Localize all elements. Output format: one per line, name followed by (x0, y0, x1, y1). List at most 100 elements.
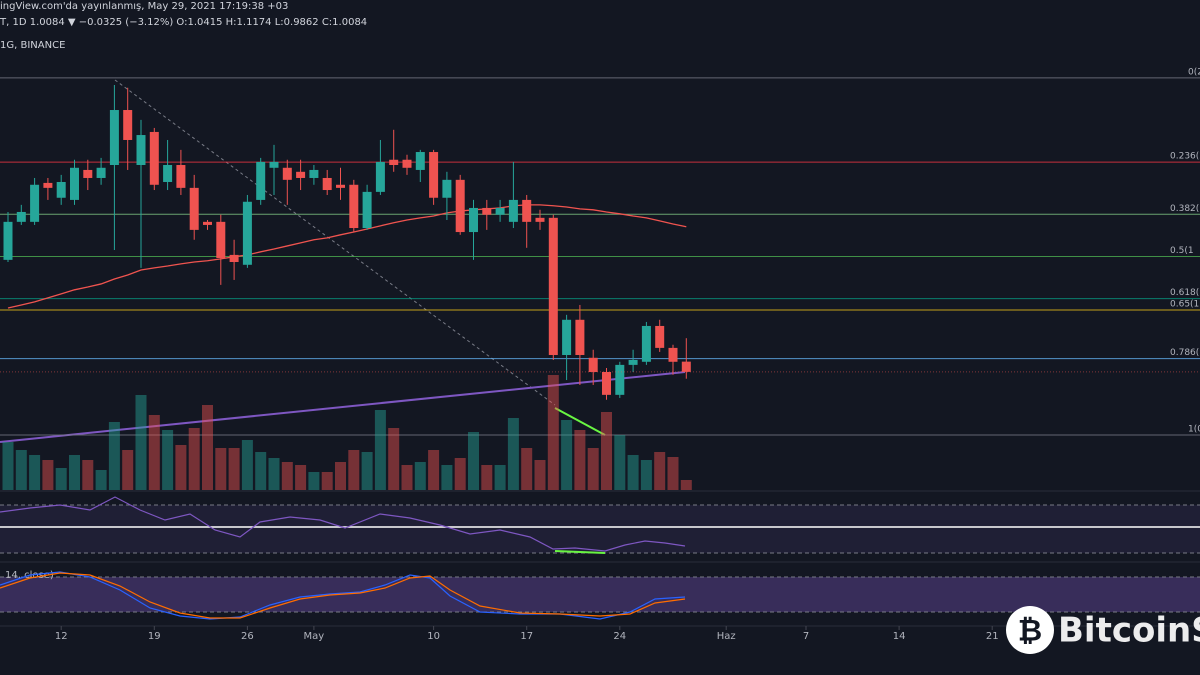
x-tick-label: 12 (55, 631, 68, 642)
volume-bar (268, 458, 280, 490)
candle-body (575, 319, 585, 355)
candle-body (442, 179, 452, 198)
volume-bar (2, 442, 14, 490)
candle-body (30, 184, 40, 222)
volume-bar (175, 445, 187, 490)
x-tick-label: 19 (148, 631, 161, 642)
svg-text:₿: ₿ (1018, 614, 1042, 649)
candle-body (163, 165, 173, 182)
volume-bar (255, 452, 267, 490)
volume-bar (428, 450, 440, 490)
candle-body (349, 184, 359, 229)
symbol-info: 1G, BINANCE (0, 40, 65, 51)
dashed-trendline (114, 79, 556, 406)
candle-body (522, 199, 532, 222)
candle-body (96, 167, 106, 178)
candle-body (548, 217, 558, 355)
candle-body (123, 110, 133, 140)
candle-body (482, 207, 492, 215)
candle-body (389, 159, 399, 166)
volume-bar (42, 460, 54, 490)
volume-bar (228, 448, 240, 490)
stoch-band (0, 577, 1200, 612)
x-tick-label: 7 (803, 631, 809, 642)
candle-body (176, 165, 186, 188)
candle-body (336, 184, 345, 188)
candle-body (641, 325, 651, 362)
candle-body (3, 221, 13, 260)
candle-body (508, 199, 518, 222)
candle-body (56, 181, 66, 198)
volume-bar (614, 435, 626, 490)
volume-bar (587, 448, 599, 490)
volume-bar (414, 462, 426, 490)
volume-bar (108, 422, 120, 490)
volume-bar (574, 430, 586, 490)
x-tick-label: 21 (986, 631, 999, 642)
fib-label: 0.65(1 (1170, 300, 1199, 310)
candle-body (402, 159, 412, 168)
candle-body (495, 207, 505, 215)
candle-body (615, 364, 625, 395)
candle-body (216, 221, 226, 258)
candle-body (16, 211, 26, 222)
volume-bar (321, 472, 333, 490)
candle-body (362, 191, 372, 229)
candle-body (269, 161, 279, 168)
volume-bar (281, 462, 293, 490)
volume-bar (82, 460, 94, 490)
candle-body (189, 187, 199, 230)
volume-bar (374, 410, 386, 490)
plot: 0(2 0.236(2 0.382(1 0.5(1 0.618(1 0.65(1 0.786… (0, 67, 1200, 642)
volume-bar (521, 448, 533, 490)
volume-bar (55, 468, 67, 490)
volume-bar (348, 450, 360, 490)
fib-label: 1(0 (1188, 425, 1200, 435)
volume-bar (295, 465, 307, 490)
candle-body (109, 110, 119, 166)
volume-bar (69, 455, 80, 490)
volume-bar (507, 418, 519, 490)
candle-body (469, 207, 478, 233)
volume-bar (215, 448, 227, 490)
volume-bar (640, 460, 652, 490)
candle-body (70, 167, 79, 200)
volume-bar (561, 420, 573, 490)
candle-body (229, 254, 239, 263)
rsi-line (0, 496, 686, 552)
volume-bar (95, 470, 107, 490)
candle-body (602, 371, 611, 395)
volume-bar (122, 450, 134, 490)
candle-body (455, 179, 465, 233)
volume-bar (241, 440, 253, 490)
candle-body (83, 169, 93, 178)
x-tick-label: 14 (893, 631, 906, 642)
header-ohlc: T, 1D 1.0084 ▼ −0.0325 (−3.12%) O:1.0415… (0, 17, 367, 28)
fib-label: 0.382(1 (1170, 204, 1200, 214)
volume-bar (335, 462, 346, 490)
candle-body (628, 359, 638, 365)
volume-bar (361, 452, 373, 490)
moving-average (7, 204, 687, 309)
rsi-band (0, 505, 1200, 553)
fib-label: 0.618(1 (1170, 288, 1200, 298)
candle-body (203, 221, 212, 225)
candle-body (588, 357, 598, 372)
candle-body (43, 182, 53, 188)
x-tick-label: Haz (717, 631, 736, 642)
volume-bar (534, 460, 546, 490)
header-line: ingView.com'da yayınlanmış, May 29, 2021… (0, 1, 288, 12)
volume-bar (388, 428, 400, 490)
volume-bar (654, 452, 666, 490)
candle-body (136, 135, 146, 166)
fib-label: 0(2 (1188, 67, 1200, 77)
candle-body (375, 161, 385, 192)
candle-body (322, 177, 332, 191)
watermark-logo: ₿ (1006, 606, 1054, 654)
volume-bar (188, 428, 200, 490)
volume-bar (29, 455, 41, 490)
volume-bar (148, 415, 160, 490)
volume-bar (441, 465, 453, 490)
candle-body (562, 319, 572, 355)
